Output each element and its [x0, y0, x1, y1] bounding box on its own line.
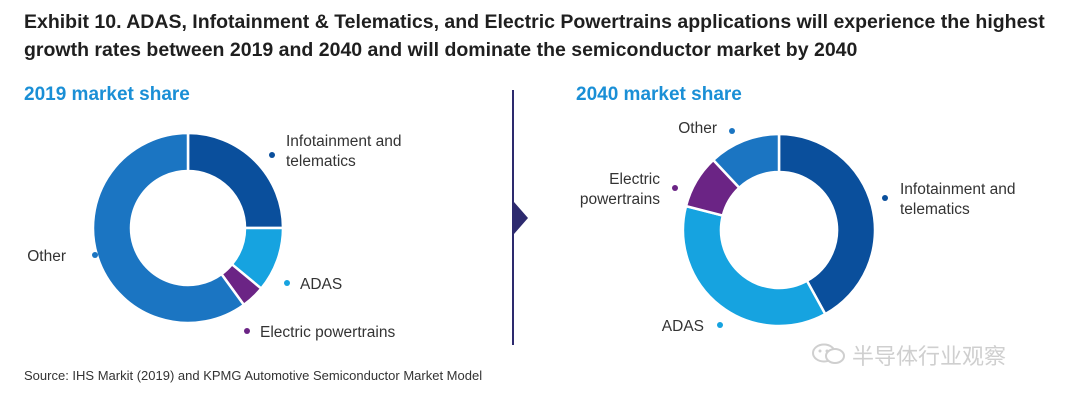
label-other: Other [27, 248, 66, 265]
label-dot-infotainment [269, 152, 275, 158]
slice-2019-other [91, 131, 246, 325]
chart-title-2040: 2040 market share [576, 84, 742, 105]
source-note: Source: IHS Markit (2019) and KPMG Autom… [24, 368, 483, 383]
label-adas: ADAS [662, 318, 704, 335]
exhibit-title: Exhibit 10. ADAS, Infotainment & Telemat… [24, 11, 1045, 61]
slice-2019-infotainment [186, 131, 285, 230]
right-arrow-icon [514, 202, 528, 234]
wechat-icon [812, 343, 845, 364]
watermark-text: 半导体行业观察 [852, 345, 1007, 370]
slice-2040-adas [681, 204, 827, 328]
label-electric: Electric powertrains [580, 171, 660, 208]
label-infotainment: Infotainment and telematics [900, 181, 1015, 218]
slice-2040-other [711, 132, 781, 190]
label-dot-other [729, 128, 735, 134]
label-dot-adas [284, 280, 290, 286]
chart-title-2019: 2019 market share [24, 84, 190, 105]
slice-2040-infotainment [777, 132, 877, 316]
center-divider [512, 90, 514, 345]
label-other: Other [678, 120, 717, 137]
label-adas: ADAS [300, 276, 342, 293]
label-dot-other [92, 252, 98, 258]
label-dot-electric [672, 185, 678, 191]
label-dot-infotainment [882, 195, 888, 201]
label-dot-electric [244, 328, 250, 334]
label-infotainment: Infotainment and telematics [286, 133, 401, 170]
label-dot-adas [717, 322, 723, 328]
label-electric: Electric powertrains [260, 324, 395, 341]
